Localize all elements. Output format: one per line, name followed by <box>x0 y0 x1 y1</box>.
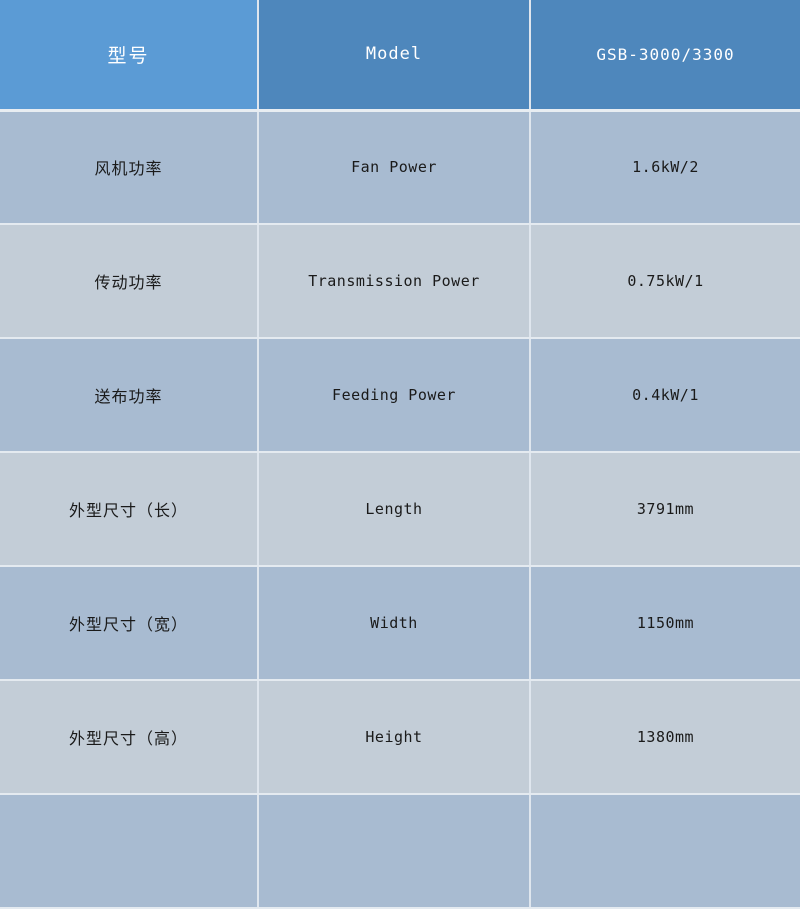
table-row: 传动功率 Transmission Power 0.75kW/1 <box>0 224 800 339</box>
row-label-en: Length <box>258 452 531 567</box>
row-label-en: Height <box>258 680 531 795</box>
row-value: 0.4kW/1 <box>530 338 800 453</box>
row-value: 0.75kW/1 <box>530 224 800 339</box>
table-row: 外型尺寸（长） Length 3791mm <box>0 452 800 567</box>
row-label-en <box>258 794 531 909</box>
row-value: 3791mm <box>530 452 800 567</box>
row-label-en: Feeding Power <box>258 338 531 453</box>
table-header: 型号 Model GSB-3000/3300 <box>0 0 800 112</box>
table-row: 外型尺寸（宽） Width 1150mm <box>0 566 800 681</box>
column-header-model-value: GSB-3000/3300 <box>530 0 800 112</box>
table-row: 外型尺寸（高） Height 1380mm <box>0 680 800 795</box>
row-label-en: Width <box>258 566 531 681</box>
table-row: 送布功率 Feeding Power 0.4kW/1 <box>0 338 800 453</box>
row-label-cn: 传动功率 <box>0 224 259 339</box>
row-label-en: Fan Power <box>258 110 531 225</box>
row-label-cn: 外型尺寸（高） <box>0 680 259 795</box>
row-label-cn <box>0 794 259 909</box>
row-value: 1380mm <box>530 680 800 795</box>
column-header-model-cn: 型号 <box>0 0 259 112</box>
row-label-cn: 外型尺寸（长） <box>0 452 259 567</box>
row-label-cn: 风机功率 <box>0 110 259 225</box>
row-label-cn: 送布功率 <box>0 338 259 453</box>
column-header-model-en: Model <box>258 0 531 112</box>
row-value: 1.6kW/2 <box>530 110 800 225</box>
row-label-en: Transmission Power <box>258 224 531 339</box>
row-label-cn: 外型尺寸（宽） <box>0 566 259 681</box>
table-row-clipped <box>0 794 800 909</box>
table-row: 风机功率 Fan Power 1.6kW/2 <box>0 110 800 225</box>
table-header-row: 型号 Model GSB-3000/3300 <box>0 0 800 112</box>
table-body: 风机功率 Fan Power 1.6kW/2 传动功率 Transmission… <box>0 110 800 909</box>
row-value <box>530 794 800 909</box>
row-value: 1150mm <box>530 566 800 681</box>
